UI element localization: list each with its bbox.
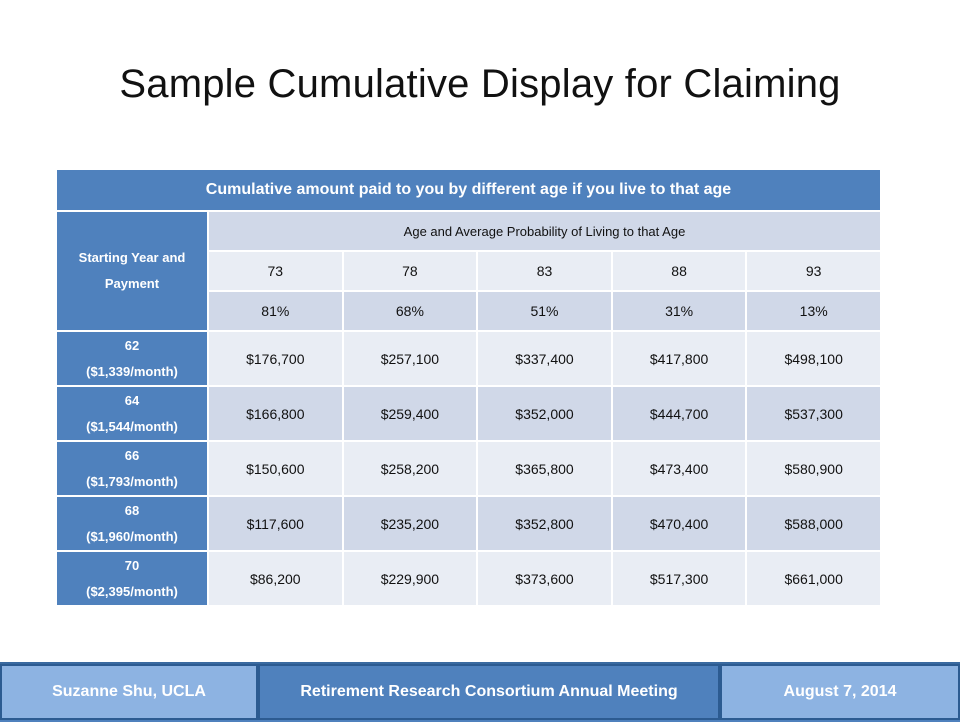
footer-date: August 7, 2014 xyxy=(720,664,960,720)
start-label: 70 ($2,395/month) xyxy=(55,550,209,607)
value-cell: $352,000 xyxy=(476,385,613,442)
start-label: 68 ($1,960/month) xyxy=(55,495,209,552)
value-cell: $352,800 xyxy=(476,495,613,552)
value-cell: $229,900 xyxy=(341,550,479,607)
table-row: 62 ($1,339/month) $176,700 $257,100 $337… xyxy=(55,330,882,387)
value-cell: $373,600 xyxy=(476,550,613,607)
value-cell: $86,200 xyxy=(207,550,344,607)
probability-cell: 51% xyxy=(476,290,613,332)
monthly-payment: ($1,960/month) xyxy=(86,528,178,544)
table-row: 68 ($1,960/month) $117,600 $235,200 $352… xyxy=(55,495,882,552)
value-cell: $176,700 xyxy=(207,330,344,387)
value-cell: $588,000 xyxy=(745,495,882,552)
monthly-payment: ($1,793/month) xyxy=(86,473,178,489)
table-row: 66 ($1,793/month) $150,600 $258,200 $365… xyxy=(55,440,882,497)
value-cell: $517,300 xyxy=(610,550,748,607)
table-row: 70 ($2,395/month) $86,200 $229,900 $373,… xyxy=(55,550,882,607)
value-cell: $150,600 xyxy=(207,440,344,497)
start-age: 64 xyxy=(124,392,140,408)
monthly-payment: ($1,544/month) xyxy=(86,418,178,434)
value-cell: $417,800 xyxy=(610,330,748,387)
footer-bar: Suzanne Shu, UCLA Retirement Research Co… xyxy=(0,662,960,722)
value-cell: $498,100 xyxy=(745,330,882,387)
value-cell: $580,900 xyxy=(745,440,882,497)
start-label: 66 ($1,793/month) xyxy=(55,440,209,497)
monthly-payment: ($2,395/month) xyxy=(86,583,178,599)
claiming-table: Cumulative amount paid to you by differe… xyxy=(55,168,882,607)
sub-header: Age and Average Probability of Living to… xyxy=(207,210,882,252)
value-cell: $473,400 xyxy=(610,440,748,497)
value-cell: $257,100 xyxy=(341,330,479,387)
value-cell: $258,200 xyxy=(341,440,479,497)
value-cell: $235,200 xyxy=(341,495,479,552)
footer-author: Suzanne Shu, UCLA xyxy=(0,664,258,720)
age-cell: 83 xyxy=(476,250,613,292)
probability-cell: 81% xyxy=(207,290,344,332)
row-header: Starting Year and Payment xyxy=(55,210,209,332)
probability-cell: 68% xyxy=(341,290,479,332)
age-cell: 93 xyxy=(745,250,882,292)
slide-title: Sample Cumulative Display for Claiming xyxy=(119,62,841,106)
age-cell: 88 xyxy=(610,250,748,292)
start-label: 62 ($1,339/month) xyxy=(55,330,209,387)
table-row: 64 ($1,544/month) $166,800 $259,400 $352… xyxy=(55,385,882,442)
probability-cell: 13% xyxy=(745,290,882,332)
value-cell: $661,000 xyxy=(745,550,882,607)
value-cell: $259,400 xyxy=(341,385,479,442)
value-cell: $337,400 xyxy=(476,330,613,387)
footer-event: Retirement Research Consortium Annual Me… xyxy=(258,664,720,720)
start-label: 64 ($1,544/month) xyxy=(55,385,209,442)
age-cell: 73 xyxy=(207,250,344,292)
start-age: 70 xyxy=(124,557,140,573)
age-cell: 78 xyxy=(341,250,479,292)
probability-cell: 31% xyxy=(610,290,748,332)
value-cell: $537,300 xyxy=(745,385,882,442)
value-cell: $166,800 xyxy=(207,385,344,442)
value-cell: $365,800 xyxy=(476,440,613,497)
start-age: 66 xyxy=(124,447,140,463)
value-cell: $117,600 xyxy=(207,495,344,552)
monthly-payment: ($1,339/month) xyxy=(86,363,178,379)
value-cell: $444,700 xyxy=(610,385,748,442)
value-cell: $470,400 xyxy=(610,495,748,552)
table-caption: Cumulative amount paid to you by differe… xyxy=(55,168,882,212)
start-age: 68 xyxy=(124,502,140,518)
start-age: 62 xyxy=(124,337,140,353)
